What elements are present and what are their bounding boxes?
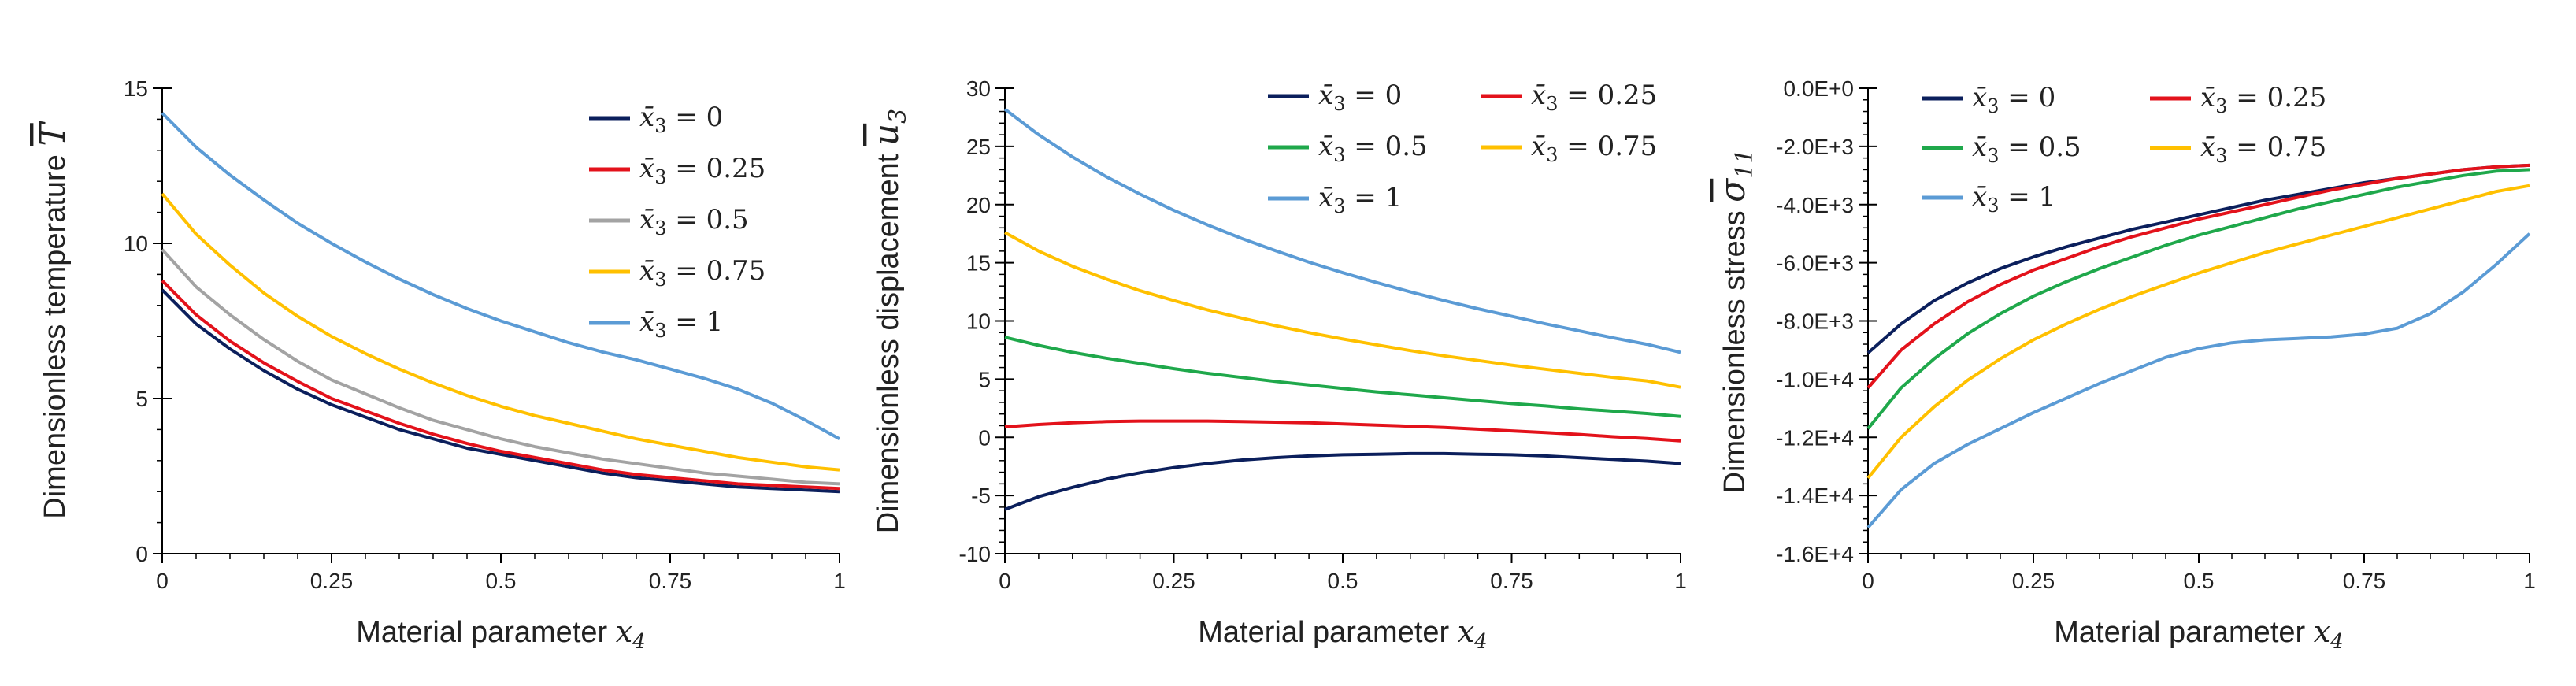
legend-label: x̄3 = 1 — [1972, 181, 2055, 217]
x-tick-label: 1 — [833, 569, 846, 593]
y-tick-label: 15 — [966, 251, 991, 276]
legend-label: x̄3 = 0 — [1318, 80, 1402, 115]
y-tick-label: -1.4E+4 — [1776, 484, 1854, 508]
legend: x̄3 = 0 x̄3 = 0.25 x̄3 = 0.5 x̄3 = 0.75 x̄3 … — [1922, 82, 2326, 217]
legend-label: x̄3 = 0.5 — [639, 204, 749, 239]
x-tick-label: 0.5 — [1328, 569, 1358, 593]
series-line-1 — [1866, 163, 2530, 389]
y-tick-label: 25 — [966, 135, 991, 159]
series-line-0 — [161, 288, 840, 494]
y-axis-title: Dimensionless temperature T — [33, 121, 73, 519]
legend-label: x̄3 = 0.5 — [1318, 131, 1428, 166]
series-line-0 — [1004, 451, 1681, 511]
series-line-3 — [1866, 184, 2530, 480]
legend-label: x̄3 = 0 — [639, 102, 723, 137]
x-tick-label: 0 — [999, 569, 1011, 593]
series-line-1 — [1004, 419, 1681, 443]
x-tick-label: 0.25 — [2012, 569, 2055, 593]
y-tick-label: -1.2E+4 — [1776, 425, 1854, 450]
x-tick-label: 0 — [156, 569, 169, 593]
x-tick-label: 1 — [1674, 569, 1687, 593]
x-tick-label: 0.5 — [2184, 569, 2215, 593]
y-tick-label: -8.0E+3 — [1776, 310, 1854, 334]
series-line-4 — [161, 112, 840, 440]
x-tick-label: 0.75 — [1490, 569, 1533, 593]
y-tick-label: -10 — [959, 542, 991, 566]
y-tick-label: -2.0E+3 — [1776, 135, 1854, 159]
series-line-0 — [1866, 163, 2530, 354]
x-tick-label: 0.25 — [1152, 569, 1195, 593]
legend-label: x̄3 = 0.25 — [1531, 80, 1657, 115]
x-tick-label: 0.5 — [486, 569, 517, 593]
legend-label: x̄3 = 0.75 — [2200, 132, 2326, 167]
y-tick-label: -6.0E+3 — [1776, 251, 1854, 276]
legend-label: x̄3 = 0.5 — [1972, 132, 2081, 167]
legend: x̄3 = 0 x̄3 = 0.25 x̄3 = 0.5 x̄3 = 0.75 x̄3 … — [1268, 80, 1657, 217]
y-tick-label: 10 — [124, 232, 148, 256]
x-tick-label: 0.25 — [310, 569, 354, 593]
legend-label: x̄3 = 0 — [1972, 82, 2055, 117]
legend-label: x̄3 = 1 — [1318, 182, 1402, 217]
y-tick-label: -1.6E+4 — [1776, 542, 1854, 566]
series-line-4 — [1003, 108, 1681, 354]
y-tick-label: 15 — [124, 76, 148, 101]
legend: x̄3 = 0 x̄3 = 0.25 x̄3 = 0.5 x̄3 = 0.75 x̄3 … — [589, 102, 765, 342]
series-line-2 — [1004, 336, 1681, 418]
y-tick-label: -1.0E+4 — [1776, 367, 1854, 391]
y-axis-title: Dimensionless stress σ11 — [1713, 149, 1759, 494]
series-line-2 — [161, 248, 840, 486]
x-tick-label: 0.75 — [2343, 569, 2386, 593]
series-line-3 — [1004, 231, 1681, 389]
series-line-2 — [1866, 168, 2530, 430]
stress-panel: 0.0E+0 -2.0E+3 -4.0E+3 -6.0E+3 -8.0E+3 -1.0E+… — [1713, 76, 2536, 654]
y-tick-label: 0 — [978, 425, 991, 450]
y-axis-title: Dimensionless displacement u3 — [866, 109, 912, 534]
y-tick-label: -4.0E+3 — [1776, 193, 1854, 217]
series-line-4 — [1866, 232, 2531, 529]
y-tick-label: 30 — [966, 76, 991, 101]
x-axis-title: Material parameter x4 — [356, 614, 645, 654]
legend-label: x̄3 = 0.75 — [1531, 131, 1657, 166]
legend-label: x̄3 = 0.25 — [2200, 82, 2326, 117]
legend-label: x̄3 = 0.75 — [639, 255, 765, 291]
legend-label: x̄3 = 1 — [639, 306, 723, 342]
temperature-panel: 0 5 10 15 0 0.25 0.5 0.75 1 Material parameter x4… — [33, 76, 846, 654]
x-axis-title: Material parameter x4 — [1198, 614, 1487, 654]
x-tick-label: 0.75 — [649, 569, 692, 593]
y-tick-label: -5 — [971, 484, 991, 508]
y-tick-label: 5 — [978, 367, 991, 391]
displacement-panel: -10 -5 0 5 10 15 20 25 30 0 0.25 0.5 0.75 1 Material p… — [866, 76, 1687, 654]
y-tick-label: 20 — [966, 193, 991, 217]
y-tick-label: 5 — [135, 387, 148, 411]
x-tick-label: 1 — [2523, 569, 2536, 593]
x-tick-label: 0 — [1862, 569, 1874, 593]
legend-label: x̄3 = 0.25 — [639, 153, 765, 188]
series-line-1 — [161, 279, 840, 491]
y-tick-label: 0 — [135, 542, 148, 566]
y-tick-label: 0.0E+0 — [1783, 76, 1854, 101]
series-line-3 — [161, 192, 840, 472]
x-axis-title: Material parameter x4 — [2054, 614, 2343, 654]
y-tick-label: 10 — [966, 310, 991, 334]
